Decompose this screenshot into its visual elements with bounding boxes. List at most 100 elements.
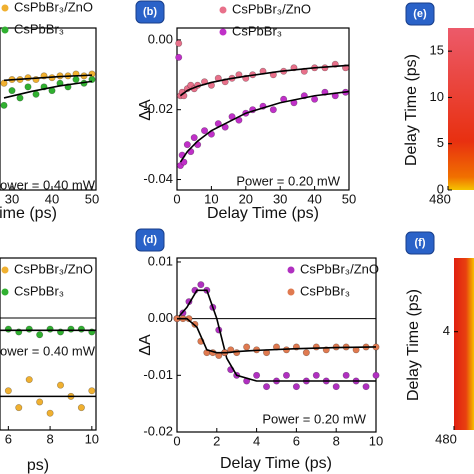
- data-point: [4, 325, 12, 333]
- data-point: [36, 331, 44, 339]
- fit-line: [176, 289, 376, 382]
- legend-label: CsPbBr₃/ZnO: [14, 261, 93, 276]
- y-axis-label: ΔA: [137, 334, 154, 356]
- x-tick-label: 30: [5, 191, 19, 206]
- data-point: [183, 141, 191, 149]
- data-point: [36, 398, 44, 406]
- x-tick-label: 6: [5, 431, 12, 446]
- data-point: [362, 383, 370, 391]
- y-axis-label: Delay Time (ps): [403, 54, 420, 166]
- x-tick-label: 10: [369, 433, 383, 448]
- fit-line: [3, 74, 93, 82]
- legend-marker: [1, 26, 9, 34]
- y-tick-label: 10: [430, 89, 444, 104]
- x-axis-label: Delay Time (ps): [220, 455, 332, 472]
- data-point: [25, 325, 33, 333]
- data-point: [253, 371, 261, 379]
- data-point: [312, 343, 320, 351]
- legend-marker: [287, 288, 295, 296]
- x-tick-label: 50: [85, 191, 99, 206]
- x-axis-label: Delay Time (ps): [207, 205, 319, 222]
- x-tick-label: 2: [213, 433, 220, 448]
- data-point: [302, 349, 310, 357]
- y-tick-label: 5: [437, 135, 444, 150]
- legend-label: CsPbBr₃: [300, 283, 350, 298]
- legend-marker: [219, 6, 227, 14]
- data-point: [201, 127, 209, 135]
- x-axis-label: ime (ps): [0, 205, 57, 222]
- plot-frame: [176, 27, 350, 191]
- panel: 0 10 20 30 40 50 0.00 -0.02 -0.04 CsPbBr₃/ZnO CsPb…: [135, 0, 356, 222]
- data-point: [233, 349, 241, 357]
- data-point: [8, 87, 16, 95]
- panel: 6 8 10 CsPbBr₃/ZnO CsPbBr₃ ower = 0.40 mW ps): [0, 257, 99, 474]
- fit-line: [179, 64, 350, 97]
- data-point: [0, 101, 8, 109]
- data-point: [15, 404, 23, 412]
- data-point: [77, 325, 85, 333]
- data-point: [372, 371, 380, 379]
- panel-label-box: [405, 2, 435, 26]
- data-point: [175, 53, 183, 61]
- y-tick-label: 15: [430, 43, 444, 58]
- x-tick-label: 30: [273, 191, 287, 206]
- data-point: [282, 371, 290, 379]
- panel-label-box: [405, 231, 435, 255]
- data-point: [46, 325, 54, 333]
- annotation: Power = 0.20 mW: [262, 411, 366, 426]
- panel-label-box: [135, 228, 165, 252]
- x-tick-label: 0: [173, 433, 180, 448]
- x-tick-label: 10: [204, 191, 218, 206]
- legend-label: CsPbBr₃/ZnO: [14, 0, 93, 14]
- y-tick-label: -0.02: [143, 101, 173, 116]
- data-point: [332, 383, 340, 391]
- y-axis-label: ΔA: [137, 99, 154, 121]
- legend-label: CsPbBr₃: [232, 23, 282, 38]
- x-tick-label: 6: [293, 433, 300, 448]
- y-axis-label: Delay Time (ps): [405, 289, 422, 401]
- y-tick-label: 0.00: [148, 31, 173, 46]
- plot-frame: [0, 257, 97, 431]
- y-tick-label: -0.01: [143, 367, 173, 382]
- data-point: [57, 381, 65, 389]
- y-tick-label: 0: [437, 181, 444, 196]
- data-point: [342, 371, 350, 379]
- heatmap: [454, 258, 474, 430]
- data-point: [16, 94, 24, 102]
- panel: 30 40 50 CsPbBr₃/ZnO CsPbBr₃ ower = 0.40 mW im…: [0, 0, 99, 222]
- y-tick-label: 0.00: [148, 310, 173, 325]
- data-point: [197, 281, 205, 289]
- legend-marker: [219, 28, 227, 36]
- panel-label: (b): [143, 6, 157, 18]
- data-point: [190, 134, 198, 142]
- plot-frame: [0, 27, 97, 191]
- fit-line: [179, 90, 350, 163]
- data-point: [32, 90, 40, 98]
- x-tick-label: 20: [239, 191, 253, 206]
- data-point: [269, 106, 277, 114]
- legend-label: CsPbBr₃/ZnO: [300, 261, 379, 276]
- panel-label-box: [135, 0, 165, 24]
- legend-label: CsPbBr₃/ZnO: [232, 1, 311, 16]
- panel: 480 4 Delay Time (ps) (f): [405, 231, 474, 446]
- data-point: [312, 371, 320, 379]
- data-point: [24, 74, 32, 82]
- fit-line: [3, 80, 93, 99]
- x-tick-label: 8: [333, 433, 340, 448]
- y-tick-label: 0.01: [148, 253, 173, 268]
- data-point: [292, 383, 300, 391]
- legend-marker: [1, 4, 9, 12]
- annotation: ower = 0.40 mW: [0, 177, 96, 192]
- data-point: [67, 325, 75, 333]
- legend-label: CsPbBr₃: [14, 283, 64, 298]
- panel-label: (f): [415, 237, 426, 249]
- legend-label: CsPbBr₃: [14, 21, 64, 36]
- panel-label: (e): [413, 8, 427, 20]
- heatmap: [448, 28, 474, 190]
- panel: 0 2 4 6 8 10 0.01 0.00 -0.01 -0.02 CsPbBr₃/ZnO CsPb…: [135, 228, 383, 472]
- x-tick-label: 480: [435, 431, 457, 446]
- x-tick-label: 4: [253, 433, 260, 448]
- data-point: [175, 39, 183, 47]
